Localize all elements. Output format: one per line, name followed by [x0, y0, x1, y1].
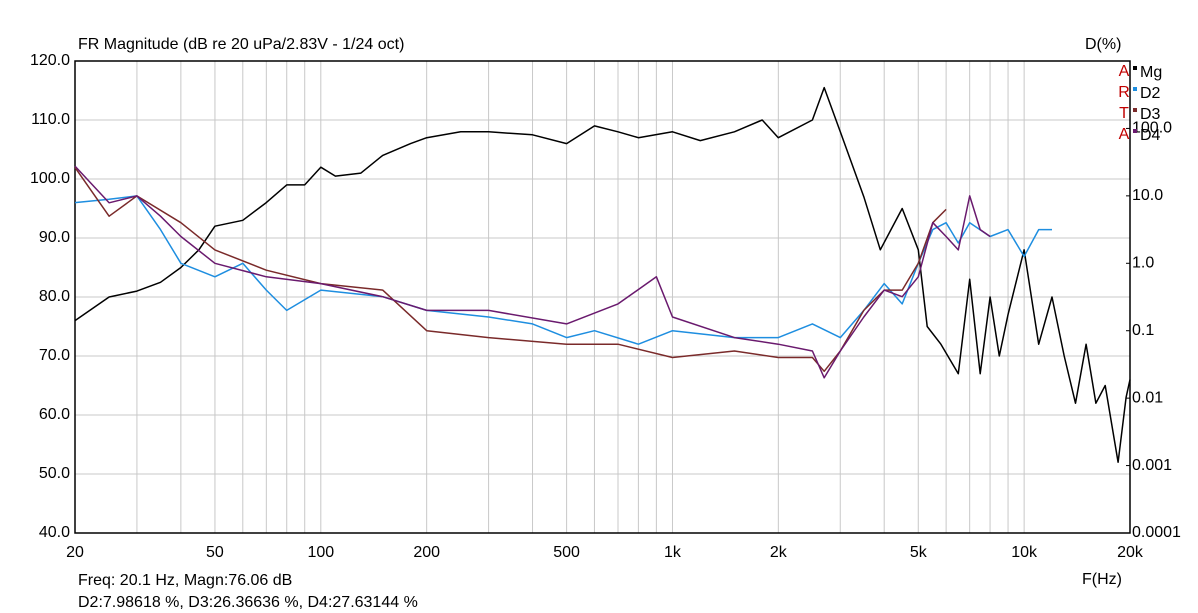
x-tick-label: 20k: [1117, 544, 1144, 561]
y-tick-label: 120.0: [30, 52, 70, 69]
legend-label: D4: [1140, 127, 1161, 144]
y2-tick-label: 10.0: [1132, 187, 1163, 204]
x-tick-label: 50: [206, 544, 224, 561]
legend-swatch: [1133, 87, 1137, 91]
watermark-letter: T: [1119, 105, 1129, 122]
legend-label: D2: [1140, 85, 1161, 102]
legend-label: D3: [1140, 106, 1161, 123]
legend-swatch: [1133, 129, 1137, 133]
x-tick-label: 500: [553, 544, 580, 561]
cursor-readout: D2:7.98618 %, D3:26.36636 %, D4:27.63144…: [78, 594, 418, 611]
y-tick-label: 60.0: [39, 406, 70, 423]
legend-label: Mg: [1140, 64, 1162, 81]
y2-tick-label: 0.0001: [1132, 524, 1181, 541]
legend-swatch: [1133, 108, 1137, 112]
x-axis-label: F(Hz): [1082, 571, 1122, 588]
y2-tick-label: 100.0: [1132, 120, 1172, 137]
y2-tick-label: 0.001: [1132, 457, 1172, 474]
y2-tick-label: 1.0: [1132, 255, 1154, 272]
legend-swatch: [1133, 66, 1137, 70]
chart-title: FR Magnitude (dB re 20 uPa/2.83V - 1/24 …: [78, 36, 404, 53]
x-tick-label: 5k: [910, 544, 928, 561]
x-tick-label: 100: [307, 544, 334, 561]
watermark-letter: R: [1118, 84, 1130, 101]
y2-tick-label: 0.1: [1132, 322, 1154, 339]
y2-tick-label: 0.01: [1132, 389, 1163, 406]
x-tick-label: 2k: [770, 544, 788, 561]
plot-frame: [74, 60, 1131, 534]
x-tick-label: 1k: [664, 544, 682, 561]
x-tick-label: 20: [66, 544, 84, 561]
watermark-letter: A: [1119, 63, 1130, 80]
x-tick-label: 10k: [1011, 544, 1038, 561]
y-tick-label: 80.0: [39, 288, 70, 305]
watermark-letter: A: [1119, 126, 1130, 143]
series-line: [74, 165, 991, 379]
y2-axis-label: D(%): [1085, 36, 1121, 53]
y-tick-label: 40.0: [39, 524, 70, 541]
cursor-readout: Freq: 20.1 Hz, Magn:76.06 dB: [78, 572, 292, 589]
series-line: [74, 86, 1131, 463]
y-tick-label: 50.0: [39, 465, 70, 482]
y-tick-label: 110.0: [31, 111, 70, 128]
y-tick-label: 90.0: [39, 229, 70, 246]
series-line: [74, 166, 947, 373]
x-tick-label: 200: [413, 544, 440, 561]
y-tick-label: 100.0: [30, 170, 70, 187]
y-tick-label: 70.0: [39, 347, 70, 364]
